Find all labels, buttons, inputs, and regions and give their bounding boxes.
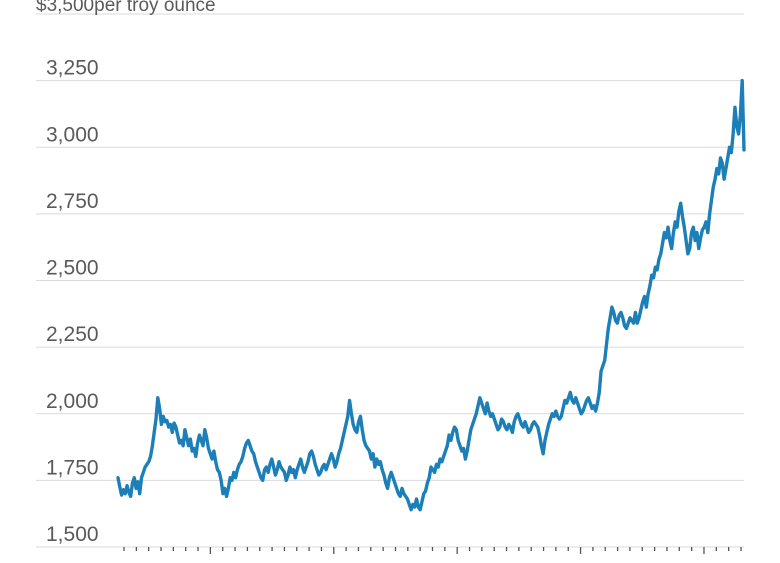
gold-price-line bbox=[116, 78, 746, 512]
gridlines bbox=[36, 13, 744, 548]
y-tick-label-3000: 3,000 bbox=[46, 123, 99, 146]
y-tick-label-2500: 2,500 bbox=[46, 257, 99, 280]
y-tick-label-1750: 1,750 bbox=[46, 456, 99, 479]
y-tick-label-2250: 2,250 bbox=[46, 323, 99, 346]
y-axis-top-label: $3,500per troy ounce bbox=[36, 0, 216, 16]
y-axis-unit-label: per troy ounce bbox=[94, 0, 215, 16]
y-axis-tick-labels: 1,500 1,750 2,000 2,250 2,500 2,750 3,000 3,250 bbox=[46, 57, 99, 546]
y-axis-top-value: $3,500 bbox=[36, 0, 94, 16]
y-tick-label-1500: 1,500 bbox=[46, 523, 99, 546]
x-axis-ticks bbox=[123, 547, 742, 554]
y-tick-label-3250: 3,250 bbox=[46, 57, 99, 80]
y-tick-label-2000: 2,000 bbox=[46, 390, 99, 413]
y-tick-label-2750: 2,750 bbox=[46, 190, 99, 213]
